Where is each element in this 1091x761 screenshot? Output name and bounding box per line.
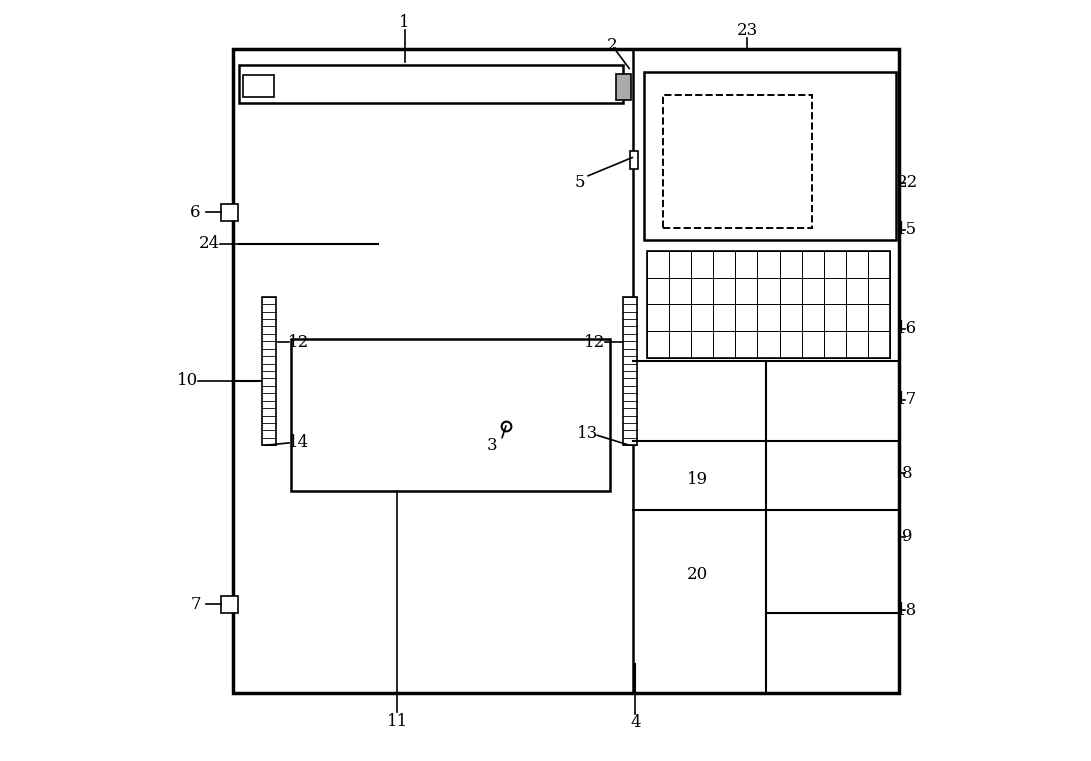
Bar xyxy=(645,72,896,240)
Text: 8: 8 xyxy=(901,465,912,482)
Bar xyxy=(663,95,812,228)
Text: 22: 22 xyxy=(897,174,918,191)
Bar xyxy=(239,65,623,103)
Text: 4: 4 xyxy=(630,715,640,731)
Text: 1: 1 xyxy=(399,14,410,31)
Text: 9: 9 xyxy=(902,528,912,545)
Bar xyxy=(647,251,890,358)
Text: 3: 3 xyxy=(487,437,497,454)
Text: 6: 6 xyxy=(190,204,201,221)
Text: 14: 14 xyxy=(288,435,309,451)
Text: 12: 12 xyxy=(288,334,309,351)
Text: 15: 15 xyxy=(897,221,918,238)
Text: 18: 18 xyxy=(897,602,918,619)
Bar xyxy=(623,297,637,445)
Bar xyxy=(221,596,238,613)
Bar xyxy=(630,151,637,169)
Text: 11: 11 xyxy=(386,713,408,730)
Text: 20: 20 xyxy=(687,566,708,583)
Bar xyxy=(221,204,238,221)
Bar xyxy=(616,74,632,100)
Text: 17: 17 xyxy=(897,391,918,408)
Text: 23: 23 xyxy=(736,22,758,39)
Bar xyxy=(243,75,274,97)
Text: 16: 16 xyxy=(897,320,918,337)
Text: 5: 5 xyxy=(575,174,585,191)
Text: 10: 10 xyxy=(177,372,199,389)
Text: 12: 12 xyxy=(585,334,606,351)
Bar xyxy=(263,297,276,445)
Text: 7: 7 xyxy=(190,596,201,613)
Text: 19: 19 xyxy=(687,471,708,488)
Bar xyxy=(290,339,610,491)
Text: 2: 2 xyxy=(607,37,618,54)
Text: 13: 13 xyxy=(577,425,598,442)
Text: 24: 24 xyxy=(199,235,219,252)
Bar xyxy=(233,49,899,693)
